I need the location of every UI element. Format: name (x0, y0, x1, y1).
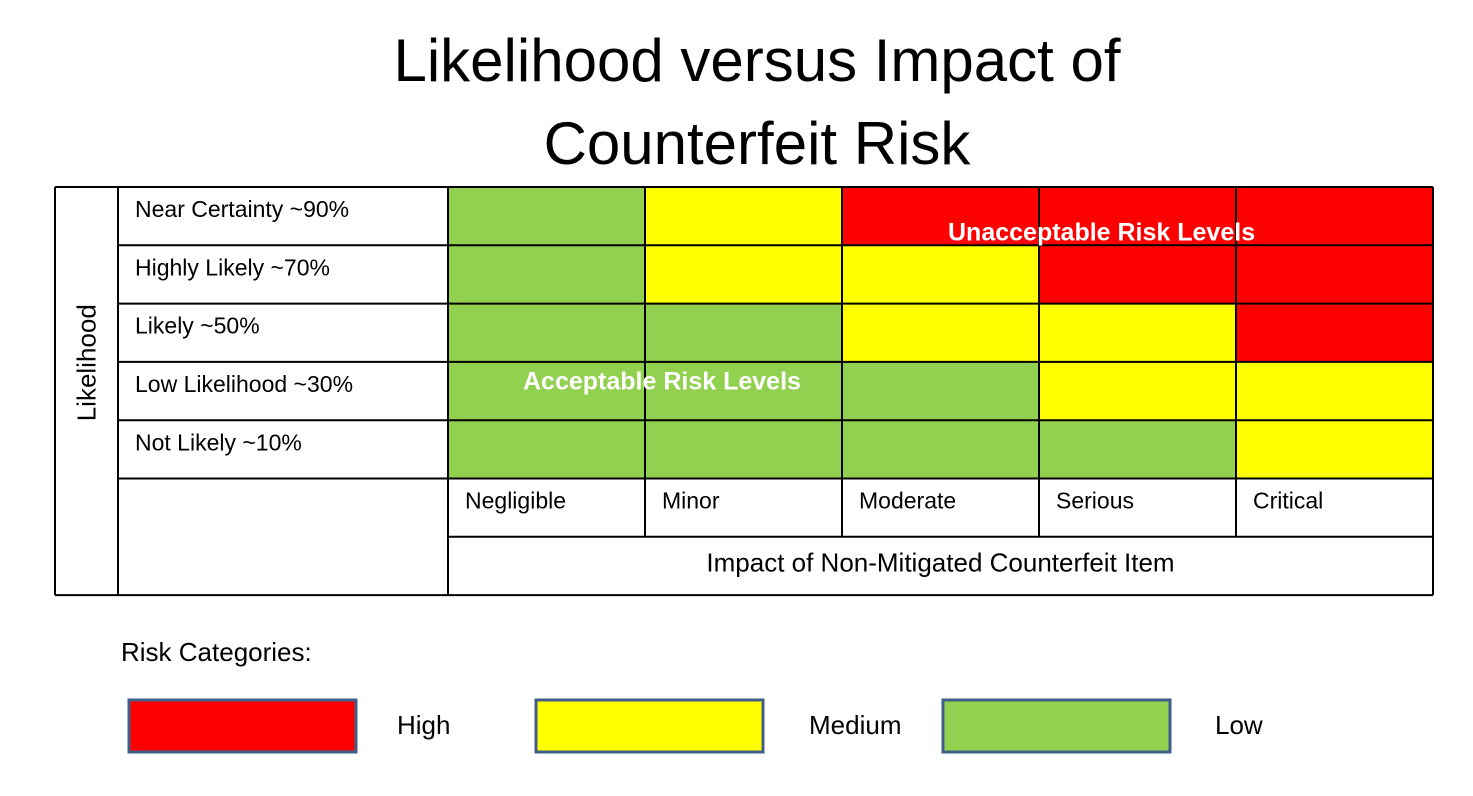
risk-cell (1039, 187, 1236, 246)
risk-cell (1039, 361, 1236, 421)
risk-cell (1236, 420, 1433, 479)
row-label: Near Certainty ~90% (135, 196, 349, 222)
risk-cell (1236, 187, 1433, 246)
risk-cell (645, 420, 842, 479)
row-label: Not Likely ~10% (135, 429, 302, 455)
legend-title: Risk Categories: (121, 637, 312, 667)
risk-cell (645, 245, 842, 304)
legend-label: Low (1215, 710, 1263, 740)
row-label: Highly Likely ~70% (135, 254, 330, 280)
risk-cell (1039, 245, 1236, 304)
risk-cell (1236, 361, 1433, 421)
y-axis-label: Likelihood (71, 304, 101, 421)
column-label: Critical (1253, 488, 1323, 514)
risk-cell (448, 245, 645, 304)
x-axis-label: Impact of Non-Mitigated Counterfeit Item (706, 548, 1174, 578)
risk-cell (448, 420, 645, 479)
risk-cell (645, 187, 842, 246)
column-label: Moderate (859, 488, 956, 514)
risk-cell (842, 187, 1039, 246)
column-label: Serious (1056, 488, 1134, 514)
risk-cell (448, 303, 645, 362)
legend-label: High (397, 710, 450, 740)
legend-swatch (534, 698, 765, 754)
risk-cell (842, 303, 1039, 362)
column-label: Negligible (465, 488, 566, 514)
legend-label: Medium (809, 710, 901, 740)
row-label: Likely ~50% (135, 313, 260, 339)
row-label: Low Likelihood ~30% (135, 371, 353, 397)
title: Likelihood versus Impact of (393, 27, 1120, 94)
risk-cell (842, 361, 1039, 421)
annotation: Unacceptable Risk Levels (948, 219, 1255, 247)
column-label: Minor (662, 488, 720, 514)
legend-swatch (941, 698, 1172, 754)
risk-cell (448, 187, 645, 246)
risk-cell (1236, 245, 1433, 304)
risk-cell (1039, 303, 1236, 362)
annotation: Acceptable Risk Levels (523, 368, 801, 396)
risk-cell (645, 303, 842, 362)
legend-swatch (127, 698, 358, 754)
risk-cell (842, 245, 1039, 304)
risk-cell (1039, 420, 1236, 479)
risk-cell (1236, 303, 1433, 362)
risk-cell (645, 361, 842, 421)
title: Counterfeit Risk (544, 110, 972, 177)
risk-cell (448, 361, 645, 421)
risk-cell (842, 420, 1039, 479)
